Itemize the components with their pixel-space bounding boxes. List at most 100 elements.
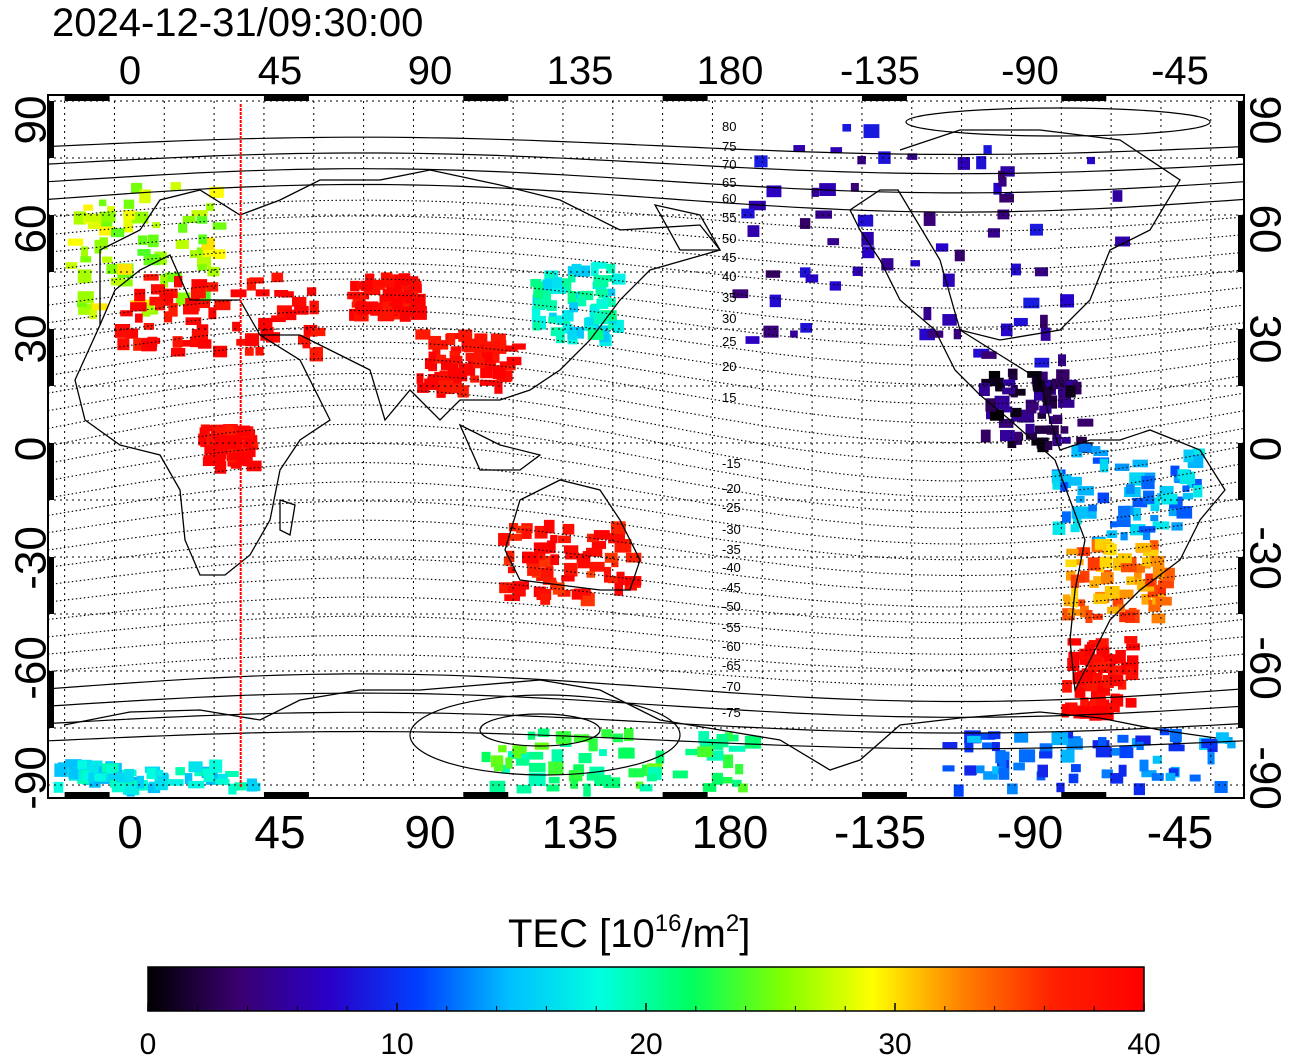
left-tick-label: 90: [7, 96, 56, 145]
tec-cell: [397, 291, 406, 299]
tec-cell: [102, 256, 113, 263]
tec-cell: [117, 279, 133, 287]
tec-cell: [178, 223, 188, 233]
tec-region-china: [415, 329, 526, 398]
tec-cell: [1076, 436, 1087, 446]
tec-cell: [857, 214, 874, 227]
tec-cell: [1068, 773, 1079, 784]
tec-cell: [1133, 507, 1141, 521]
left-tick-label: -90: [7, 746, 56, 810]
tec-cell: [457, 385, 469, 398]
tec-cell: [464, 338, 481, 353]
tec-cell: [1079, 605, 1089, 618]
tec-cell: [1070, 524, 1080, 533]
tec-cell: [563, 545, 579, 554]
contour-line: [47, 278, 1245, 328]
tec-cell: [271, 272, 284, 283]
contour-label: 25: [722, 334, 736, 349]
tec-cell: [1071, 445, 1083, 458]
colorbar-tick-label: 20: [629, 1028, 662, 1057]
tec-cell: [285, 309, 297, 321]
tec-cell: [582, 551, 591, 562]
tec-cell: [522, 551, 534, 564]
tec-cell: [530, 278, 542, 287]
tec-cell: [534, 299, 549, 309]
tec-cell: [498, 745, 507, 753]
tec-cell: [244, 347, 254, 356]
tec-cell: [355, 303, 373, 315]
contour-label: 15: [722, 390, 736, 405]
right-tick-label: -30: [1240, 526, 1289, 590]
tec-cell: [623, 728, 634, 742]
tec-cell: [242, 456, 253, 467]
tec-cell: [1026, 401, 1039, 411]
tec-cell: [212, 222, 227, 230]
tec-cell: [1034, 267, 1049, 277]
tec-cell: [655, 750, 665, 764]
tec-cell: [973, 348, 990, 358]
tec-cell: [198, 433, 207, 446]
tec-cell: [203, 768, 215, 782]
tec-cell: [1168, 768, 1179, 776]
tec-cell: [980, 429, 991, 443]
tec-region-antarctica-west: [481, 728, 762, 797]
tec-cell: [500, 361, 516, 371]
top-tick-label: 0: [119, 49, 141, 93]
tec-cell: [588, 738, 598, 752]
tec-cell: [1115, 236, 1131, 247]
tec-cell: [988, 731, 1001, 740]
tec-cell: [1207, 752, 1215, 765]
tec-cell: [1151, 585, 1166, 597]
tec-cell: [302, 341, 311, 349]
tec-cell: [1104, 653, 1114, 662]
tec-cell: [589, 561, 605, 572]
tec-cell: [1008, 388, 1026, 396]
contour-pole-ring: [905, 107, 1211, 137]
colorbar-tick-label: 30: [878, 1028, 911, 1057]
tec-cell: [90, 303, 108, 311]
tec-cell: [724, 732, 733, 740]
tec-cell: [562, 523, 575, 535]
tec-cell: [1007, 783, 1018, 795]
coastline-segment: [74, 254, 331, 576]
tec-cell: [507, 566, 516, 574]
tec-cell: [625, 552, 642, 563]
tec-cell: [1068, 651, 1081, 660]
tec-cell: [769, 294, 781, 308]
contour-label: -45: [722, 580, 741, 595]
tec-cell: [550, 554, 560, 566]
tec-cell: [1087, 663, 1100, 672]
tec-cell: [830, 147, 843, 154]
tec-cell: [246, 278, 256, 291]
tec-cell: [89, 781, 101, 788]
tec-cell: [498, 533, 510, 546]
tec-cell: [372, 279, 389, 288]
tec-cell: [139, 189, 151, 204]
tec-cell: [998, 418, 1014, 428]
tec-cell: [1191, 478, 1202, 488]
left-latitude-ticks: 90 60 30 0 -30 -60 -90: [7, 96, 56, 810]
top-tick-label: -90: [1001, 49, 1059, 93]
tec-cell: [706, 750, 724, 761]
tec-cell: [1078, 443, 1092, 453]
contour-line: [47, 730, 1245, 750]
tec-cell: [150, 284, 166, 295]
tec-cell: [993, 182, 1002, 195]
tec-cell: [1141, 770, 1157, 778]
contour-label: 50: [722, 231, 736, 246]
tec-cell: [1125, 697, 1137, 708]
tec-cell: [981, 378, 996, 387]
frame-tick-bar: [1238, 443, 1244, 500]
contour-label: 35: [722, 290, 736, 305]
tec-cell: [428, 335, 442, 350]
tec-cell: [1129, 524, 1146, 536]
tec-cell: [1114, 665, 1122, 676]
tec-cell: [171, 347, 186, 357]
tec-cell: [529, 751, 544, 760]
tec-cell: [1133, 783, 1146, 796]
tec-cell: [606, 263, 616, 274]
graticule: [48, 100, 1244, 786]
tec-cell: [501, 764, 511, 774]
tec-cell: [1093, 576, 1107, 585]
tec-cell: [672, 770, 688, 779]
